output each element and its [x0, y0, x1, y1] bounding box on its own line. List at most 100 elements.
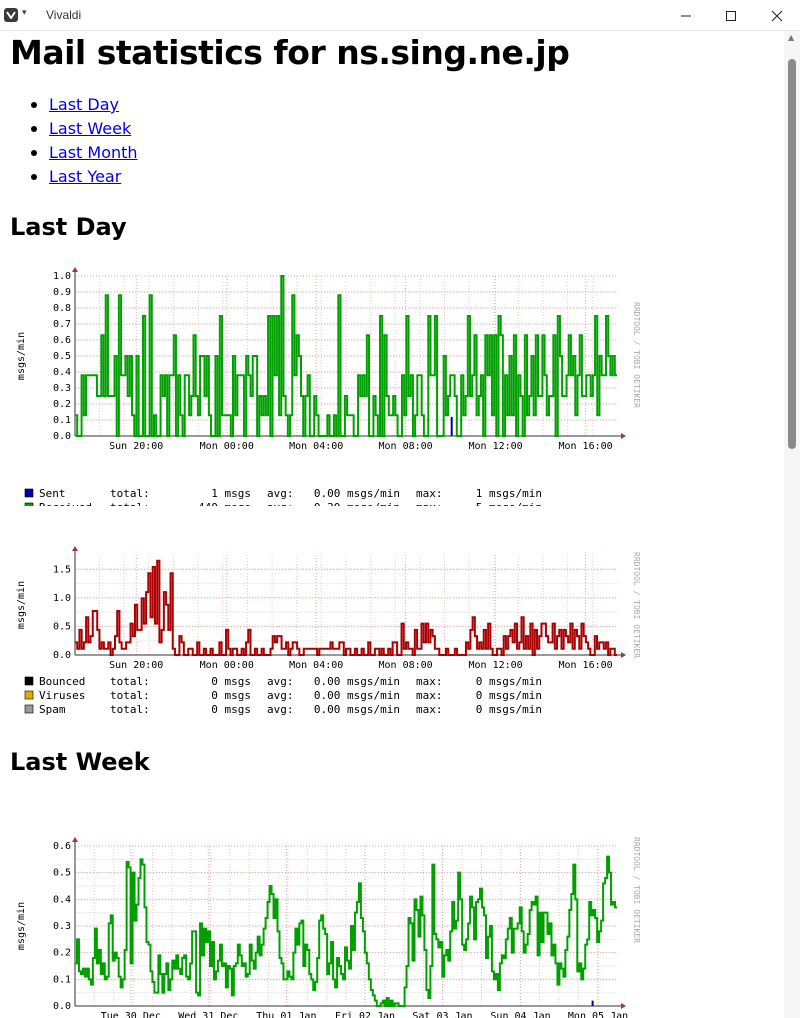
section-heading-last-week: Last Week — [10, 748, 150, 776]
window-title-bar: ▾ Vivaldi — [0, 0, 800, 31]
chart-day-rejected: 0.0 0.5 1.0 1.5 Sun 20:00 Mon 00:00 Mon 04:00 M… — [16, 546, 641, 744]
legend-total-value: 0 msgs — [211, 689, 251, 702]
x-tick-label: Mon 04:00 — [289, 441, 343, 452]
series-line-received — [75, 855, 617, 1007]
chevron-down-icon[interactable]: ▾ — [22, 8, 27, 18]
legend-avg-label: avg: — [267, 501, 294, 506]
legend-name: Viruses — [39, 689, 85, 702]
legend-swatch-bounced — [24, 676, 34, 686]
y-tick-label: 0.6 — [53, 841, 71, 852]
x-tick-label: Mon 00:00 — [200, 441, 254, 452]
nav-item-last-week: Last Week — [0, 117, 138, 141]
vertical-scrollbar[interactable]: ▲ — [784, 31, 800, 1018]
legend-swatch-viruses — [24, 690, 34, 700]
y-tick-label: 0.1 — [53, 974, 71, 985]
y-tick-label: 0.0 — [53, 1001, 71, 1012]
x-tick-label: Fri 02 Jan — [335, 1011, 395, 1018]
y-tick-label: 0.1 — [53, 415, 71, 426]
y-tick-label: 0.6 — [53, 335, 71, 346]
rrdtool-credit-label: RRDTOOL / TOBI OETIKER — [632, 552, 641, 658]
x-tick-label: Mon 08:00 — [379, 660, 433, 671]
legend-max-value: 0 msgs/min — [476, 689, 542, 702]
link-last-day[interactable]: Last Day — [49, 95, 120, 114]
legend-total-value: 1 msgs — [211, 487, 251, 500]
y-tick-label: 0.8 — [53, 303, 71, 314]
legend-avg-label: avg: — [267, 487, 294, 500]
legend-max-value: 0 msgs/min — [476, 675, 542, 688]
x-tick-label: Mon 04:00 — [289, 660, 343, 671]
y-tick-label: 0.0 — [53, 650, 71, 661]
legend-total-value: 0 msgs — [211, 703, 251, 716]
legend-avg-value: 0.00 msgs/min — [314, 675, 400, 688]
x-tick-label: Wed 31 Dec — [178, 1011, 238, 1018]
scrollbar-thumb[interactable] — [788, 59, 796, 449]
page-title: Mail statistics for ns.sing.ne.jp — [10, 33, 570, 72]
legend-swatch-sent — [24, 488, 34, 498]
legend-total-label: total: — [110, 487, 150, 500]
x-tick-label: Mon 08:00 — [379, 441, 433, 452]
legend-avg-value: 0.30 msgs/min — [314, 501, 400, 506]
graph-day-sent-received: 0.0 0.1 0.2 0.3 0.4 0.5 0.6 0.7 0.8 0.9 1.0 Sun 20:… — [0, 266, 650, 528]
maximize-icon — [726, 11, 736, 21]
x-axis-arrow — [621, 652, 626, 658]
x-tick-label: Mon 12:00 — [468, 660, 522, 671]
link-last-year[interactable]: Last Year — [49, 167, 122, 186]
x-tick-label: Tue 30 Dec — [101, 1011, 161, 1018]
maximize-button[interactable] — [708, 0, 754, 31]
section-heading-last-day: Last Day — [10, 213, 127, 241]
legend-swatch-received — [24, 502, 34, 512]
x-tick-label: Sun 20:00 — [109, 441, 163, 452]
scroll-up-arrow-icon[interactable]: ▲ — [788, 33, 795, 42]
nav-item-last-day: Last Day — [0, 93, 138, 117]
y-axis-label: msgs/min — [16, 332, 27, 380]
y-axis-arrow — [72, 267, 78, 272]
y-tick-label: 0.3 — [53, 921, 71, 932]
y-axis-label: msgs/min — [16, 902, 27, 950]
minimize-icon — [681, 15, 691, 17]
y-tick-label: 0.9 — [53, 287, 71, 298]
rrdtool-credit-label: RRDTOOL / TOBI OETIKER — [632, 302, 641, 408]
legend-total-label: total: — [110, 689, 150, 702]
legend-max-label: max: — [416, 501, 443, 506]
legend-total-label: total: — [110, 703, 150, 716]
y-axis-arrow — [72, 546, 78, 551]
close-button[interactable] — [754, 0, 800, 31]
y-tick-label: 0.2 — [53, 948, 71, 959]
y-tick-label: 0.4 — [53, 367, 71, 378]
link-last-week[interactable]: Last Week — [49, 119, 132, 138]
rrdtool-credit-label: RRDTOOL / TOBI OETIKER — [632, 837, 641, 943]
legend-max-label: max: — [416, 703, 443, 716]
legend-avg-value: 0.00 msgs/min — [314, 487, 400, 500]
x-axis-arrow — [621, 433, 626, 439]
legend-max-value: 5 msgs/min — [476, 501, 542, 506]
legend-total-label: total: — [110, 501, 150, 506]
x-tick-label: Mon 16:00 — [558, 441, 612, 452]
legend-avg-value: 0.00 msgs/min — [314, 703, 400, 716]
legend-max-label: max: — [416, 487, 443, 500]
legend-max-label: max: — [416, 675, 443, 688]
close-icon — [771, 10, 783, 22]
series-line-rejected — [75, 559, 617, 656]
graph-week-sent-received: 0.0 0.1 0.2 0.3 0.4 0.5 0.6 Tue 30 Dec Wed 31 De… — [0, 801, 650, 1018]
link-last-month[interactable]: Last Month — [49, 143, 138, 162]
x-tick-label: Mon 12:00 — [468, 441, 522, 452]
y-tick-label: 0.5 — [53, 621, 71, 632]
y-tick-label: 0.0 — [53, 431, 71, 442]
legend-avg-label: avg: — [267, 703, 294, 716]
legend-name: Spam — [39, 703, 66, 716]
graph-day-rejected: 0.0 0.5 1.0 1.5 Sun 20:00 Mon 00:00 Mon 04:00 M… — [0, 516, 650, 744]
legend-avg-label: avg: — [267, 689, 294, 702]
y-tick-label: 0.4 — [53, 894, 71, 905]
vivaldi-logo-icon[interactable] — [4, 8, 18, 22]
x-tick-label: Thu 01 Jan — [256, 1011, 316, 1018]
y-axis-label: msgs/min — [16, 581, 27, 629]
x-tick-label: Sun 20:00 — [109, 660, 163, 671]
window-title: Vivaldi — [46, 8, 82, 22]
legend-name: Received — [39, 501, 92, 506]
minimize-button[interactable] — [663, 0, 709, 31]
legend-name: Bounced — [39, 675, 85, 688]
chart-week-sent-received: 0.0 0.1 0.2 0.3 0.4 0.5 0.6 Tue 30 Dec Wed 31 De… — [16, 837, 641, 1018]
legend-avg-value: 0.00 msgs/min — [314, 689, 400, 702]
y-tick-label: 1.0 — [53, 593, 71, 604]
page-content: Mail statistics for ns.sing.ne.jp Last D… — [0, 31, 784, 1018]
